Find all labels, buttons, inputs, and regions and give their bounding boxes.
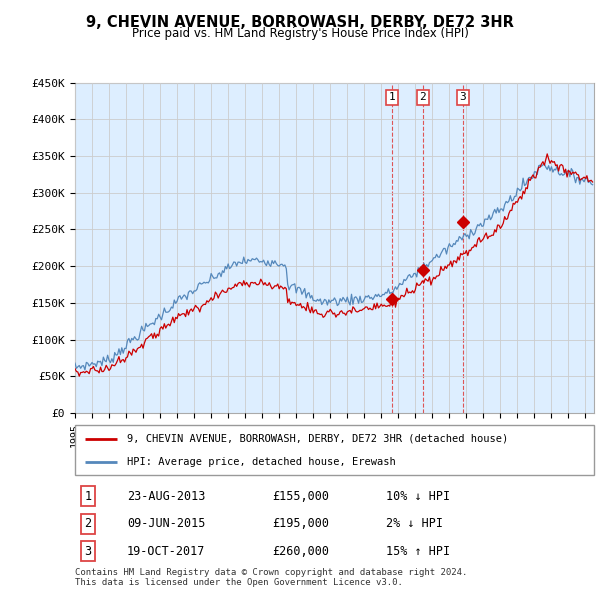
Text: £195,000: £195,000 [272,517,329,530]
Text: Price paid vs. HM Land Registry's House Price Index (HPI): Price paid vs. HM Land Registry's House … [131,27,469,40]
Text: 2% ↓ HPI: 2% ↓ HPI [386,517,443,530]
Text: 19-OCT-2017: 19-OCT-2017 [127,545,205,558]
Text: 3: 3 [460,92,466,102]
FancyBboxPatch shape [75,425,594,475]
Text: 2: 2 [419,92,426,102]
Text: 1: 1 [85,490,92,503]
Text: 10% ↓ HPI: 10% ↓ HPI [386,490,451,503]
Text: HPI: Average price, detached house, Erewash: HPI: Average price, detached house, Erew… [127,457,395,467]
Text: Contains HM Land Registry data © Crown copyright and database right 2024.
This d: Contains HM Land Registry data © Crown c… [75,568,467,587]
Text: 15% ↑ HPI: 15% ↑ HPI [386,545,451,558]
Text: 3: 3 [85,545,92,558]
Text: 9, CHEVIN AVENUE, BORROWASH, DERBY, DE72 3HR: 9, CHEVIN AVENUE, BORROWASH, DERBY, DE72… [86,15,514,30]
Text: 23-AUG-2013: 23-AUG-2013 [127,490,205,503]
Text: 9, CHEVIN AVENUE, BORROWASH, DERBY, DE72 3HR (detached house): 9, CHEVIN AVENUE, BORROWASH, DERBY, DE72… [127,434,508,444]
Text: 2: 2 [85,517,92,530]
Text: £260,000: £260,000 [272,545,329,558]
Text: £155,000: £155,000 [272,490,329,503]
Text: 09-JUN-2015: 09-JUN-2015 [127,517,205,530]
Text: 1: 1 [389,92,395,102]
